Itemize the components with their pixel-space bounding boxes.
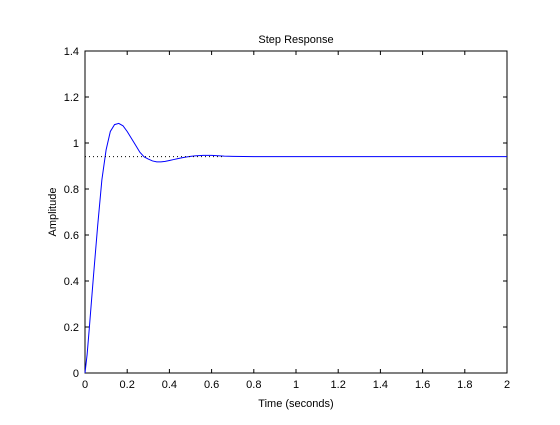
y-tick-label: 0.4: [64, 276, 79, 288]
y-tick-label: 1.4: [64, 46, 79, 58]
y-tick-label: 0: [73, 368, 79, 380]
axis-ticks: 0 0.2 0.4 0.6 0.8 1 1.2 1.4 1.6 1.8 2 0 0.2 0.4 0.6 0.8…: [64, 46, 510, 391]
y-tick-label: 0.2: [64, 322, 79, 334]
chart-title: Step Response: [258, 34, 333, 46]
x-tick-label: 0: [82, 379, 88, 391]
step-response-line: [84, 122, 507, 374]
x-axis-label: Time (seconds): [258, 398, 333, 410]
x-tick-label: 1.4: [373, 379, 388, 391]
series-group: [84, 122, 507, 374]
x-tick-label: 1.8: [457, 379, 472, 391]
x-tick-label: 0.6: [204, 379, 219, 391]
y-tick-label: 0.6: [64, 230, 79, 242]
x-tick-label: 0.4: [162, 379, 177, 391]
x-tick-label: 2: [504, 379, 510, 391]
y-tick-label: 1: [73, 138, 79, 150]
x-tick-label: 0.8: [246, 379, 261, 391]
y-tick-label: 0.8: [64, 184, 79, 196]
y-axis-label: Amplitude: [47, 188, 59, 237]
plot-area: [84, 50, 508, 374]
x-tick-label: 1: [293, 379, 299, 391]
x-tick-label: 1.2: [331, 379, 346, 391]
y-tick-label: 1.2: [64, 92, 79, 104]
x-tick-label: 0.2: [120, 379, 135, 391]
x-tick-label: 1.6: [415, 379, 430, 391]
